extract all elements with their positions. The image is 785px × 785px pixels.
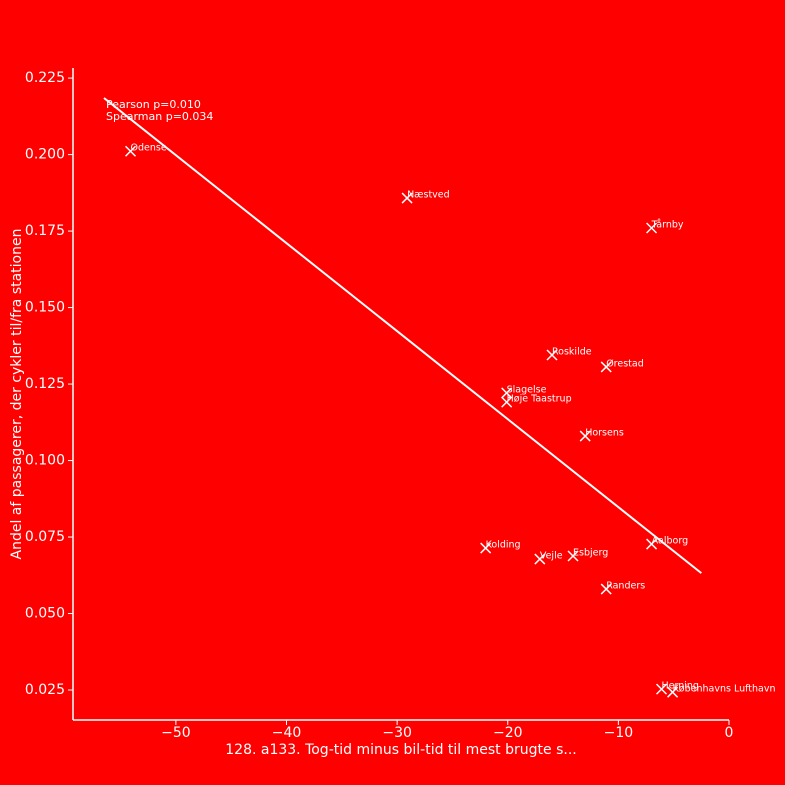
- y-tick-label: 0.100: [25, 453, 65, 469]
- point-label: Horsens: [585, 428, 624, 439]
- point-label: Odense: [131, 143, 167, 154]
- x-tick-label: −30: [382, 725, 412, 741]
- point-label: Vejle: [540, 551, 563, 562]
- y-tick-label: 0.225: [25, 70, 65, 86]
- marker: [655, 683, 668, 695]
- marker: [600, 583, 612, 595]
- annotation: Pearson p=0.010: [106, 98, 201, 111]
- point-label: Næstved: [407, 190, 450, 201]
- y-tick-label: 0.175: [25, 223, 65, 239]
- point-label: Slagelse: [507, 384, 547, 395]
- x-tick-label: −40: [272, 725, 302, 741]
- y-tick-label: 0.025: [25, 682, 65, 698]
- x-axis-label: 128. a133. Tog-tid minus bil-tid til mes…: [225, 742, 576, 758]
- point-label: Herning: [662, 681, 699, 692]
- marker: [546, 349, 558, 361]
- x-tick-label: 0: [725, 725, 734, 741]
- trend-line: [103, 97, 702, 574]
- y-tick-label: 0.125: [25, 376, 65, 392]
- y-tick-label: 0.075: [25, 529, 65, 545]
- marker: [646, 222, 658, 234]
- marker: [501, 387, 513, 399]
- y-tick-label: 0.150: [25, 300, 65, 316]
- point-label: Esbjerg: [573, 548, 608, 559]
- marker: [667, 686, 679, 698]
- point-label: Aalborg: [652, 536, 689, 547]
- marker: [646, 538, 658, 550]
- point-label: Ørestad: [606, 358, 644, 369]
- y-tick-label: 0.050: [25, 606, 65, 622]
- marker: [567, 550, 579, 562]
- marker: [480, 542, 492, 554]
- marker: [501, 396, 513, 408]
- marker: [401, 192, 413, 204]
- marker: [534, 553, 546, 565]
- x-tick-label: −10: [604, 725, 634, 741]
- x-tick-label: −50: [161, 725, 191, 741]
- point-label: Høje Taastrup: [507, 394, 572, 405]
- point-label: Københavns Lufthavn: [673, 684, 776, 695]
- marker: [579, 430, 591, 442]
- point-label: Randers: [606, 581, 645, 592]
- point-label: Tårnby: [651, 220, 684, 231]
- y-axis-label: Andel af passagerer, der cykler til/fra …: [9, 229, 25, 560]
- marker: [124, 145, 137, 157]
- y-tick-label: 0.200: [25, 147, 65, 163]
- point-label: Roskilde: [552, 346, 592, 357]
- x-tick-label: −20: [493, 725, 523, 741]
- marker: [600, 361, 612, 373]
- point-label: Kolding: [486, 540, 521, 551]
